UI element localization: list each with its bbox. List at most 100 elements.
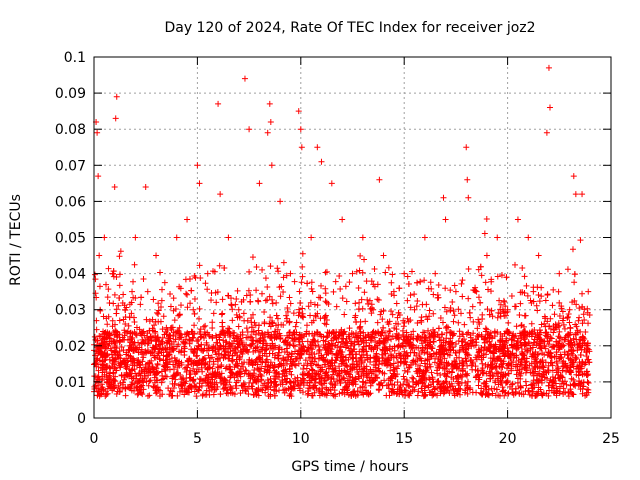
data-point [122,385,129,392]
data-point [269,319,276,326]
data-point [246,373,253,380]
data-point [441,387,448,394]
data-point [302,357,309,364]
data-point [96,388,103,395]
data-point [413,303,420,310]
data-point [391,381,398,388]
data-point [214,358,221,365]
data-point [120,291,127,298]
data-point [511,303,518,310]
data-point [322,345,329,352]
data-point [103,379,110,386]
data-point [550,344,557,351]
data-point [440,351,447,358]
data-point [231,364,238,371]
data-point [385,321,392,328]
data-point [475,319,482,326]
data-point [553,359,560,366]
data-point [275,349,282,356]
data-point [389,388,396,395]
data-point [581,317,588,324]
data-point [521,312,528,319]
data-point [300,382,307,389]
data-point [548,335,555,342]
data-point [132,234,139,241]
data-point [94,392,101,399]
data-point [164,361,171,368]
data-point [519,356,526,363]
data-point [504,347,511,354]
data-point [257,356,264,363]
data-point [209,325,216,332]
data-point [468,337,475,344]
data-point [359,234,366,241]
data-point [163,324,170,331]
data-point [191,322,198,329]
data-point [371,266,378,273]
data-point [542,297,549,304]
data-point [91,333,98,340]
data-point [375,387,382,394]
data-point [117,338,124,345]
data-point [220,345,227,352]
data-point [116,253,123,260]
data-point [450,330,457,337]
data-point [212,348,219,355]
data-point [280,259,287,266]
data-point [127,358,134,365]
data-point [128,373,135,380]
data-point [379,369,386,376]
data-point [381,357,388,364]
data-point [311,330,318,337]
data-point [223,381,230,388]
data-point [404,337,411,344]
data-point [322,285,329,292]
data-point [545,392,552,399]
data-point [242,383,249,390]
data-point [323,332,330,339]
data-point [277,198,284,205]
data-point [180,338,186,345]
data-point [360,368,367,375]
data-point [425,285,432,292]
data-point [129,334,136,341]
data-point [362,318,369,325]
data-point [400,323,407,330]
data-point [191,310,198,317]
data-point [255,378,262,385]
data-point [453,354,460,361]
data-point [405,364,412,371]
data-point [517,384,524,391]
data-point [170,372,177,379]
data-point [339,360,346,367]
data-point [288,353,295,360]
data-point [240,310,247,317]
data-point [486,344,493,351]
data-point [574,347,581,354]
data-point [569,299,576,306]
data-point [228,369,235,376]
data-point [465,194,472,201]
data-point [364,296,371,303]
data-point [288,371,295,378]
data-point [229,317,236,324]
data-point [442,346,449,353]
data-point [491,385,498,392]
data-point [403,377,410,384]
data-point [228,295,235,302]
data-point [521,355,528,362]
data-point [288,385,295,392]
data-point [463,144,470,151]
data-point [584,368,591,375]
data-point [141,340,148,347]
data-point [109,323,116,330]
data-point [244,346,251,353]
data-point [107,335,114,342]
data-point [222,365,229,372]
data-point [494,273,501,280]
data-point [186,367,193,374]
data-point [299,375,306,382]
data-point [255,298,262,305]
data-point [424,345,431,352]
data-point [469,366,476,373]
